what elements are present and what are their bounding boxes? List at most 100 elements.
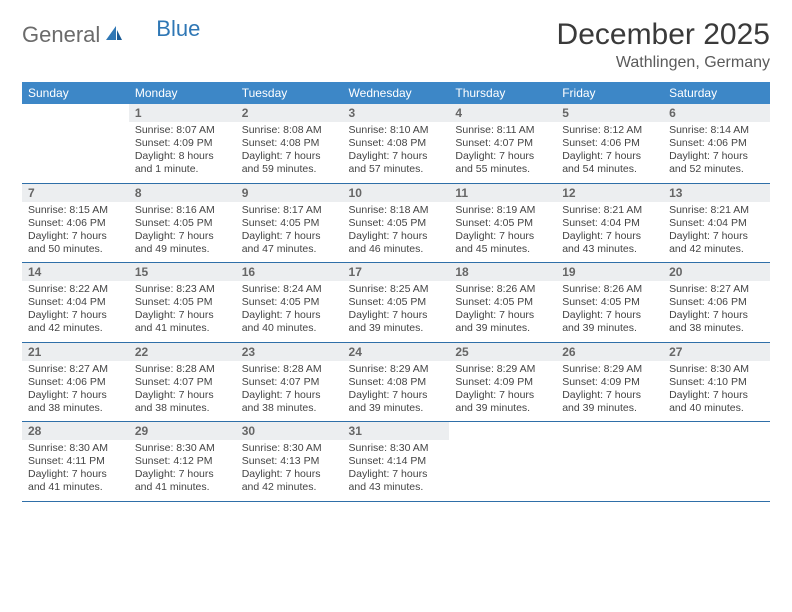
day-line: Sunset: 4:09 PM <box>135 137 230 150</box>
day-line: and 43 minutes. <box>349 481 444 494</box>
day-details: Sunrise: 8:29 AMSunset: 4:09 PMDaylight:… <box>449 361 556 422</box>
day-line: Daylight: 7 hours <box>562 230 657 243</box>
day-line: Daylight: 7 hours <box>455 150 550 163</box>
logo: General Blue <box>22 18 200 48</box>
calendar-day <box>22 104 129 183</box>
day-details: Sunrise: 8:26 AMSunset: 4:05 PMDaylight:… <box>449 281 556 342</box>
day-line: Daylight: 7 hours <box>562 389 657 402</box>
calendar-day: 21Sunrise: 8:27 AMSunset: 4:06 PMDayligh… <box>22 342 129 422</box>
day-number: 8 <box>129 184 236 202</box>
day-line: Daylight: 7 hours <box>349 150 444 163</box>
day-details: Sunrise: 8:15 AMSunset: 4:06 PMDaylight:… <box>22 202 129 263</box>
day-line: and 41 minutes. <box>28 481 123 494</box>
day-line: Sunrise: 8:21 AM <box>562 204 657 217</box>
day-line: Sunrise: 8:24 AM <box>242 283 337 296</box>
day-details: Sunrise: 8:25 AMSunset: 4:05 PMDaylight:… <box>343 281 450 342</box>
day-line: Sunset: 4:14 PM <box>349 455 444 468</box>
day-details: Sunrise: 8:27 AMSunset: 4:06 PMDaylight:… <box>22 361 129 422</box>
day-line: Daylight: 7 hours <box>349 468 444 481</box>
day-line: Sunset: 4:07 PM <box>135 376 230 389</box>
calendar-day: 20Sunrise: 8:27 AMSunset: 4:06 PMDayligh… <box>663 263 770 343</box>
day-line: and 54 minutes. <box>562 163 657 176</box>
calendar-day: 6Sunrise: 8:14 AMSunset: 4:06 PMDaylight… <box>663 104 770 183</box>
logo-sail-icon <box>104 24 124 47</box>
day-line: Sunrise: 8:18 AM <box>349 204 444 217</box>
day-details: Sunrise: 8:30 AMSunset: 4:14 PMDaylight:… <box>343 440 450 501</box>
day-line: Daylight: 7 hours <box>242 230 337 243</box>
day-line: Sunrise: 8:19 AM <box>455 204 550 217</box>
day-line: Sunrise: 8:23 AM <box>135 283 230 296</box>
day-line: Daylight: 7 hours <box>349 230 444 243</box>
calendar-day: 18Sunrise: 8:26 AMSunset: 4:05 PMDayligh… <box>449 263 556 343</box>
day-number: 13 <box>663 184 770 202</box>
day-line: Sunrise: 8:21 AM <box>669 204 764 217</box>
calendar-day: 12 Sunrise: 8:21 AMSunset: 4:04 PMDayligh… <box>556 183 663 263</box>
day-line: Sunrise: 8:29 AM <box>455 363 550 376</box>
day-number: 16 <box>236 263 343 281</box>
day-details: Sunrise: 8:28 AMSunset: 4:07 PMDaylight:… <box>129 361 236 422</box>
day-line: and 50 minutes. <box>28 243 123 256</box>
day-line: Sunrise: 8:30 AM <box>349 442 444 455</box>
day-line: Sunrise: 8:07 AM <box>135 124 230 137</box>
day-line: Sunrise: 8:30 AM <box>28 442 123 455</box>
day-number: 30 <box>236 422 343 440</box>
day-line: and 57 minutes. <box>349 163 444 176</box>
day-line: and 41 minutes. <box>135 322 230 335</box>
day-details: Sunrise: 8:12 AMSunset: 4:06 PMDaylight:… <box>556 122 663 183</box>
day-number: 5 <box>556 104 663 122</box>
day-line: Sunrise: 8:27 AM <box>28 363 123 376</box>
day-line: Sunset: 4:04 PM <box>28 296 123 309</box>
day-line: Daylight: 7 hours <box>455 389 550 402</box>
day-line: Sunrise: 8:28 AM <box>242 363 337 376</box>
day-line: Sunset: 4:08 PM <box>349 376 444 389</box>
calendar-day: 11Sunrise: 8:19 AMSunset: 4:05 PMDayligh… <box>449 183 556 263</box>
day-number: 15 <box>129 263 236 281</box>
calendar-day <box>663 422 770 502</box>
day-line: Daylight: 7 hours <box>135 230 230 243</box>
day-line: Sunrise: 8:22 AM <box>28 283 123 296</box>
day-line: Sunrise: 8:30 AM <box>135 442 230 455</box>
calendar-week: 1Sunrise: 8:07 AMSunset: 4:09 PMDaylight… <box>22 104 770 183</box>
day-details <box>22 122 129 180</box>
day-number: 11 <box>449 184 556 202</box>
day-line: and 42 minutes. <box>28 322 123 335</box>
day-number: 7 <box>22 184 129 202</box>
day-line: Sunset: 4:07 PM <box>455 137 550 150</box>
calendar-day <box>556 422 663 502</box>
day-details: Sunrise: 8:30 AMSunset: 4:12 PMDaylight:… <box>129 440 236 501</box>
day-line: Daylight: 8 hours <box>135 150 230 163</box>
day-line: Sunrise: 8:30 AM <box>669 363 764 376</box>
day-line: Sunset: 4:06 PM <box>562 137 657 150</box>
day-line: Sunset: 4:05 PM <box>562 296 657 309</box>
day-line: and 39 minutes. <box>455 322 550 335</box>
day-number: 31 <box>343 422 450 440</box>
day-line: and 38 minutes. <box>135 402 230 415</box>
day-line: and 43 minutes. <box>562 243 657 256</box>
day-line: and 42 minutes. <box>242 481 337 494</box>
day-line: Sunrise: 8:25 AM <box>349 283 444 296</box>
day-number: 27 <box>663 343 770 361</box>
title-block: December 2025 Wathlingen, Germany <box>557 18 770 72</box>
calendar-week: 21Sunrise: 8:27 AMSunset: 4:06 PMDayligh… <box>22 342 770 422</box>
calendar-week: 14Sunrise: 8:22 AMSunset: 4:04 PMDayligh… <box>22 263 770 343</box>
day-number: 12 <box>556 184 663 202</box>
day-line: Daylight: 7 hours <box>562 150 657 163</box>
calendar-day: 7Sunrise: 8:15 AMSunset: 4:06 PMDaylight… <box>22 183 129 263</box>
day-line: Sunset: 4:06 PM <box>669 137 764 150</box>
day-line: Daylight: 7 hours <box>562 309 657 322</box>
day-line: Sunset: 4:04 PM <box>562 217 657 230</box>
day-number: 1 <box>129 104 236 122</box>
day-line: and 46 minutes. <box>349 243 444 256</box>
day-details: Sunrise: 8:18 AMSunset: 4:05 PMDaylight:… <box>343 202 450 263</box>
calendar-day: 26Sunrise: 8:29 AMSunset: 4:09 PMDayligh… <box>556 342 663 422</box>
day-line: Sunrise: 8:16 AM <box>135 204 230 217</box>
calendar-day: 25Sunrise: 8:29 AMSunset: 4:09 PMDayligh… <box>449 342 556 422</box>
day-line: and 38 minutes. <box>669 322 764 335</box>
day-details: Sunrise: 8:23 AMSunset: 4:05 PMDaylight:… <box>129 281 236 342</box>
day-line: Daylight: 7 hours <box>669 150 764 163</box>
day-line: Sunrise: 8:12 AM <box>562 124 657 137</box>
header: General Blue December 2025 Wathlingen, G… <box>22 18 770 72</box>
day-number: 23 <box>236 343 343 361</box>
calendar-day: 4Sunrise: 8:11 AMSunset: 4:07 PMDaylight… <box>449 104 556 183</box>
day-header: Monday <box>129 82 236 104</box>
